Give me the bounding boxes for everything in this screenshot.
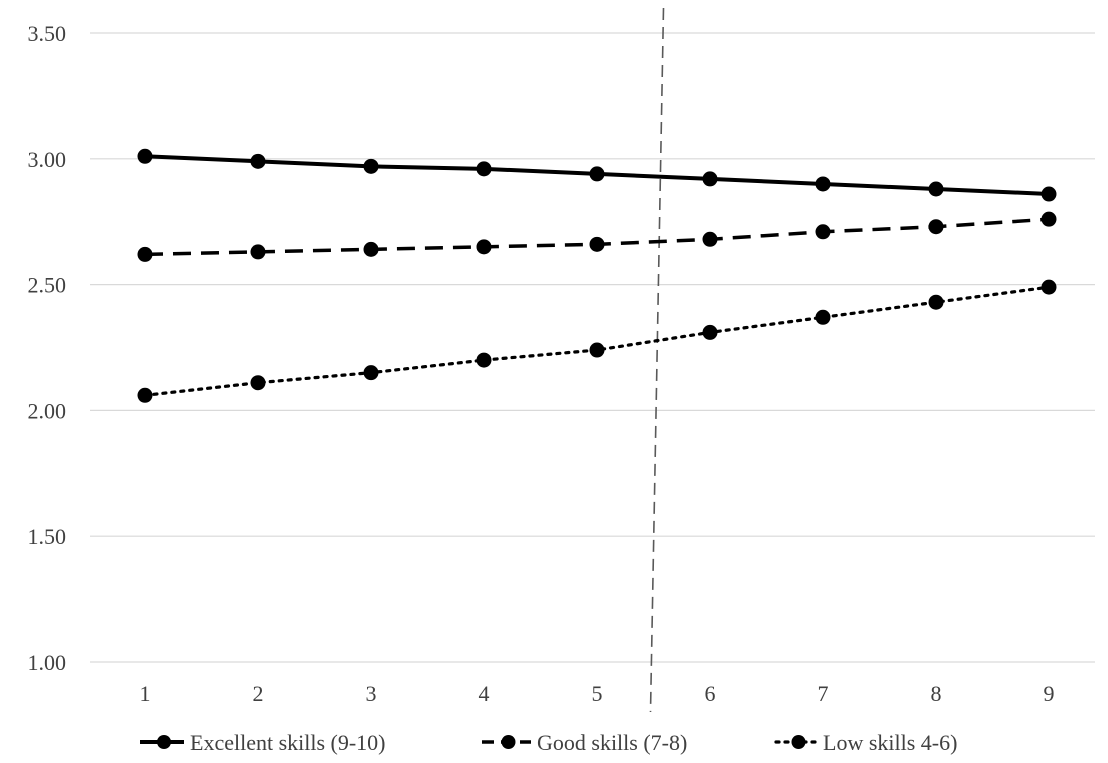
- x-tick-label: 6: [705, 681, 716, 706]
- x-tick-label: 3: [366, 681, 377, 706]
- data-point: [1041, 186, 1057, 202]
- x-tick-label: 7: [818, 681, 829, 706]
- legend-marker: [501, 735, 516, 749]
- x-tick-label: 2: [253, 681, 264, 706]
- series-1: [137, 148, 1057, 202]
- data-point: [250, 375, 266, 391]
- data-point: [815, 176, 831, 192]
- legend-label: Excellent skills (9-10): [190, 730, 386, 755]
- legend-marker: [791, 735, 806, 749]
- data-point: [250, 153, 266, 169]
- data-point: [815, 224, 831, 240]
- data-point: [476, 352, 492, 368]
- y-tick-label: 3.00: [28, 147, 67, 172]
- data-point: [137, 148, 153, 164]
- y-tick-label: 3.50: [28, 21, 67, 46]
- data-point: [702, 171, 718, 187]
- legend-item-1: Excellent skills (9-10): [140, 730, 386, 755]
- legend-label: Low skills 4-6): [823, 730, 957, 755]
- data-point: [589, 236, 605, 252]
- legend-item-2: Good skills (7-8): [482, 730, 687, 755]
- data-point: [815, 309, 831, 325]
- series-lines: [137, 148, 1057, 403]
- data-point: [363, 241, 379, 257]
- data-point: [702, 231, 718, 247]
- data-point: [476, 161, 492, 177]
- series-3: [137, 279, 1057, 403]
- data-point: [363, 365, 379, 381]
- x-tick-label: 1: [140, 681, 151, 706]
- y-axis-tick-labels: 1.00 1.50 2.00 2.50 3.00 3.50: [28, 21, 67, 675]
- x-tick-label: 5: [592, 681, 603, 706]
- x-tick-label: 8: [931, 681, 942, 706]
- legend: Excellent skills (9-10) Good skills (7-8)…: [140, 730, 957, 755]
- y-tick-label: 2.00: [28, 398, 67, 423]
- series-2: [137, 211, 1057, 262]
- data-point: [589, 166, 605, 182]
- y-tick-label: 1.50: [28, 524, 67, 549]
- x-axis-tick-labels: 1 2 3 4 5 6 7 8 9: [140, 681, 1055, 706]
- legend-label: Good skills (7-8): [537, 730, 687, 755]
- vertical-reference-line: [649, 7, 665, 713]
- y-tick-label: 2.50: [28, 273, 67, 298]
- data-point: [137, 246, 153, 262]
- data-point: [702, 324, 718, 340]
- data-point: [250, 244, 266, 260]
- x-tick-label: 9: [1044, 681, 1055, 706]
- data-point: [1041, 211, 1057, 227]
- y-tick-label: 1.00: [28, 650, 67, 675]
- reference-line: [649, 7, 665, 713]
- data-point: [1041, 279, 1057, 295]
- data-point: [476, 239, 492, 255]
- series-line: [143, 285, 1051, 397]
- data-point: [928, 219, 944, 235]
- data-point: [363, 158, 379, 174]
- legend-item-3: Low skills 4-6): [774, 730, 957, 755]
- data-point: [928, 294, 944, 310]
- data-point: [137, 387, 153, 403]
- legend-marker: [157, 735, 171, 749]
- data-point: [928, 181, 944, 197]
- x-tick-label: 4: [479, 681, 490, 706]
- data-point: [589, 342, 605, 358]
